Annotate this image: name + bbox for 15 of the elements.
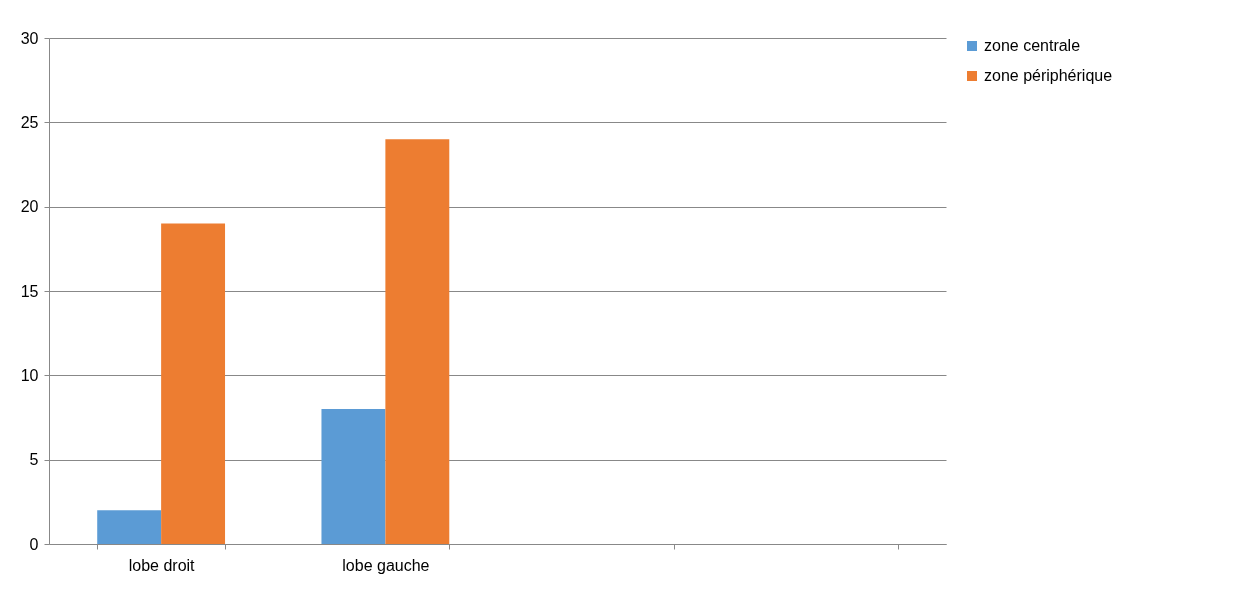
legend-label: zone périphérique [984, 67, 1113, 84]
bar [321, 409, 386, 544]
y-tick-label: 15 [20, 282, 39, 300]
y-tick-label: 30 [20, 29, 39, 47]
legend-label: zone centrale [984, 37, 1081, 54]
x-tick-label: lobe gauche [342, 556, 430, 574]
bar [161, 223, 226, 544]
y-tick-label: 5 [29, 451, 39, 469]
y-tick-label: 0 [29, 535, 39, 553]
bar [385, 139, 450, 544]
y-tick-label: 20 [20, 198, 39, 216]
bar [97, 510, 162, 544]
y-tick-label: 25 [20, 113, 39, 131]
y-tick-label: 10 [20, 366, 39, 384]
x-tick-label: lobe droit [128, 556, 196, 574]
